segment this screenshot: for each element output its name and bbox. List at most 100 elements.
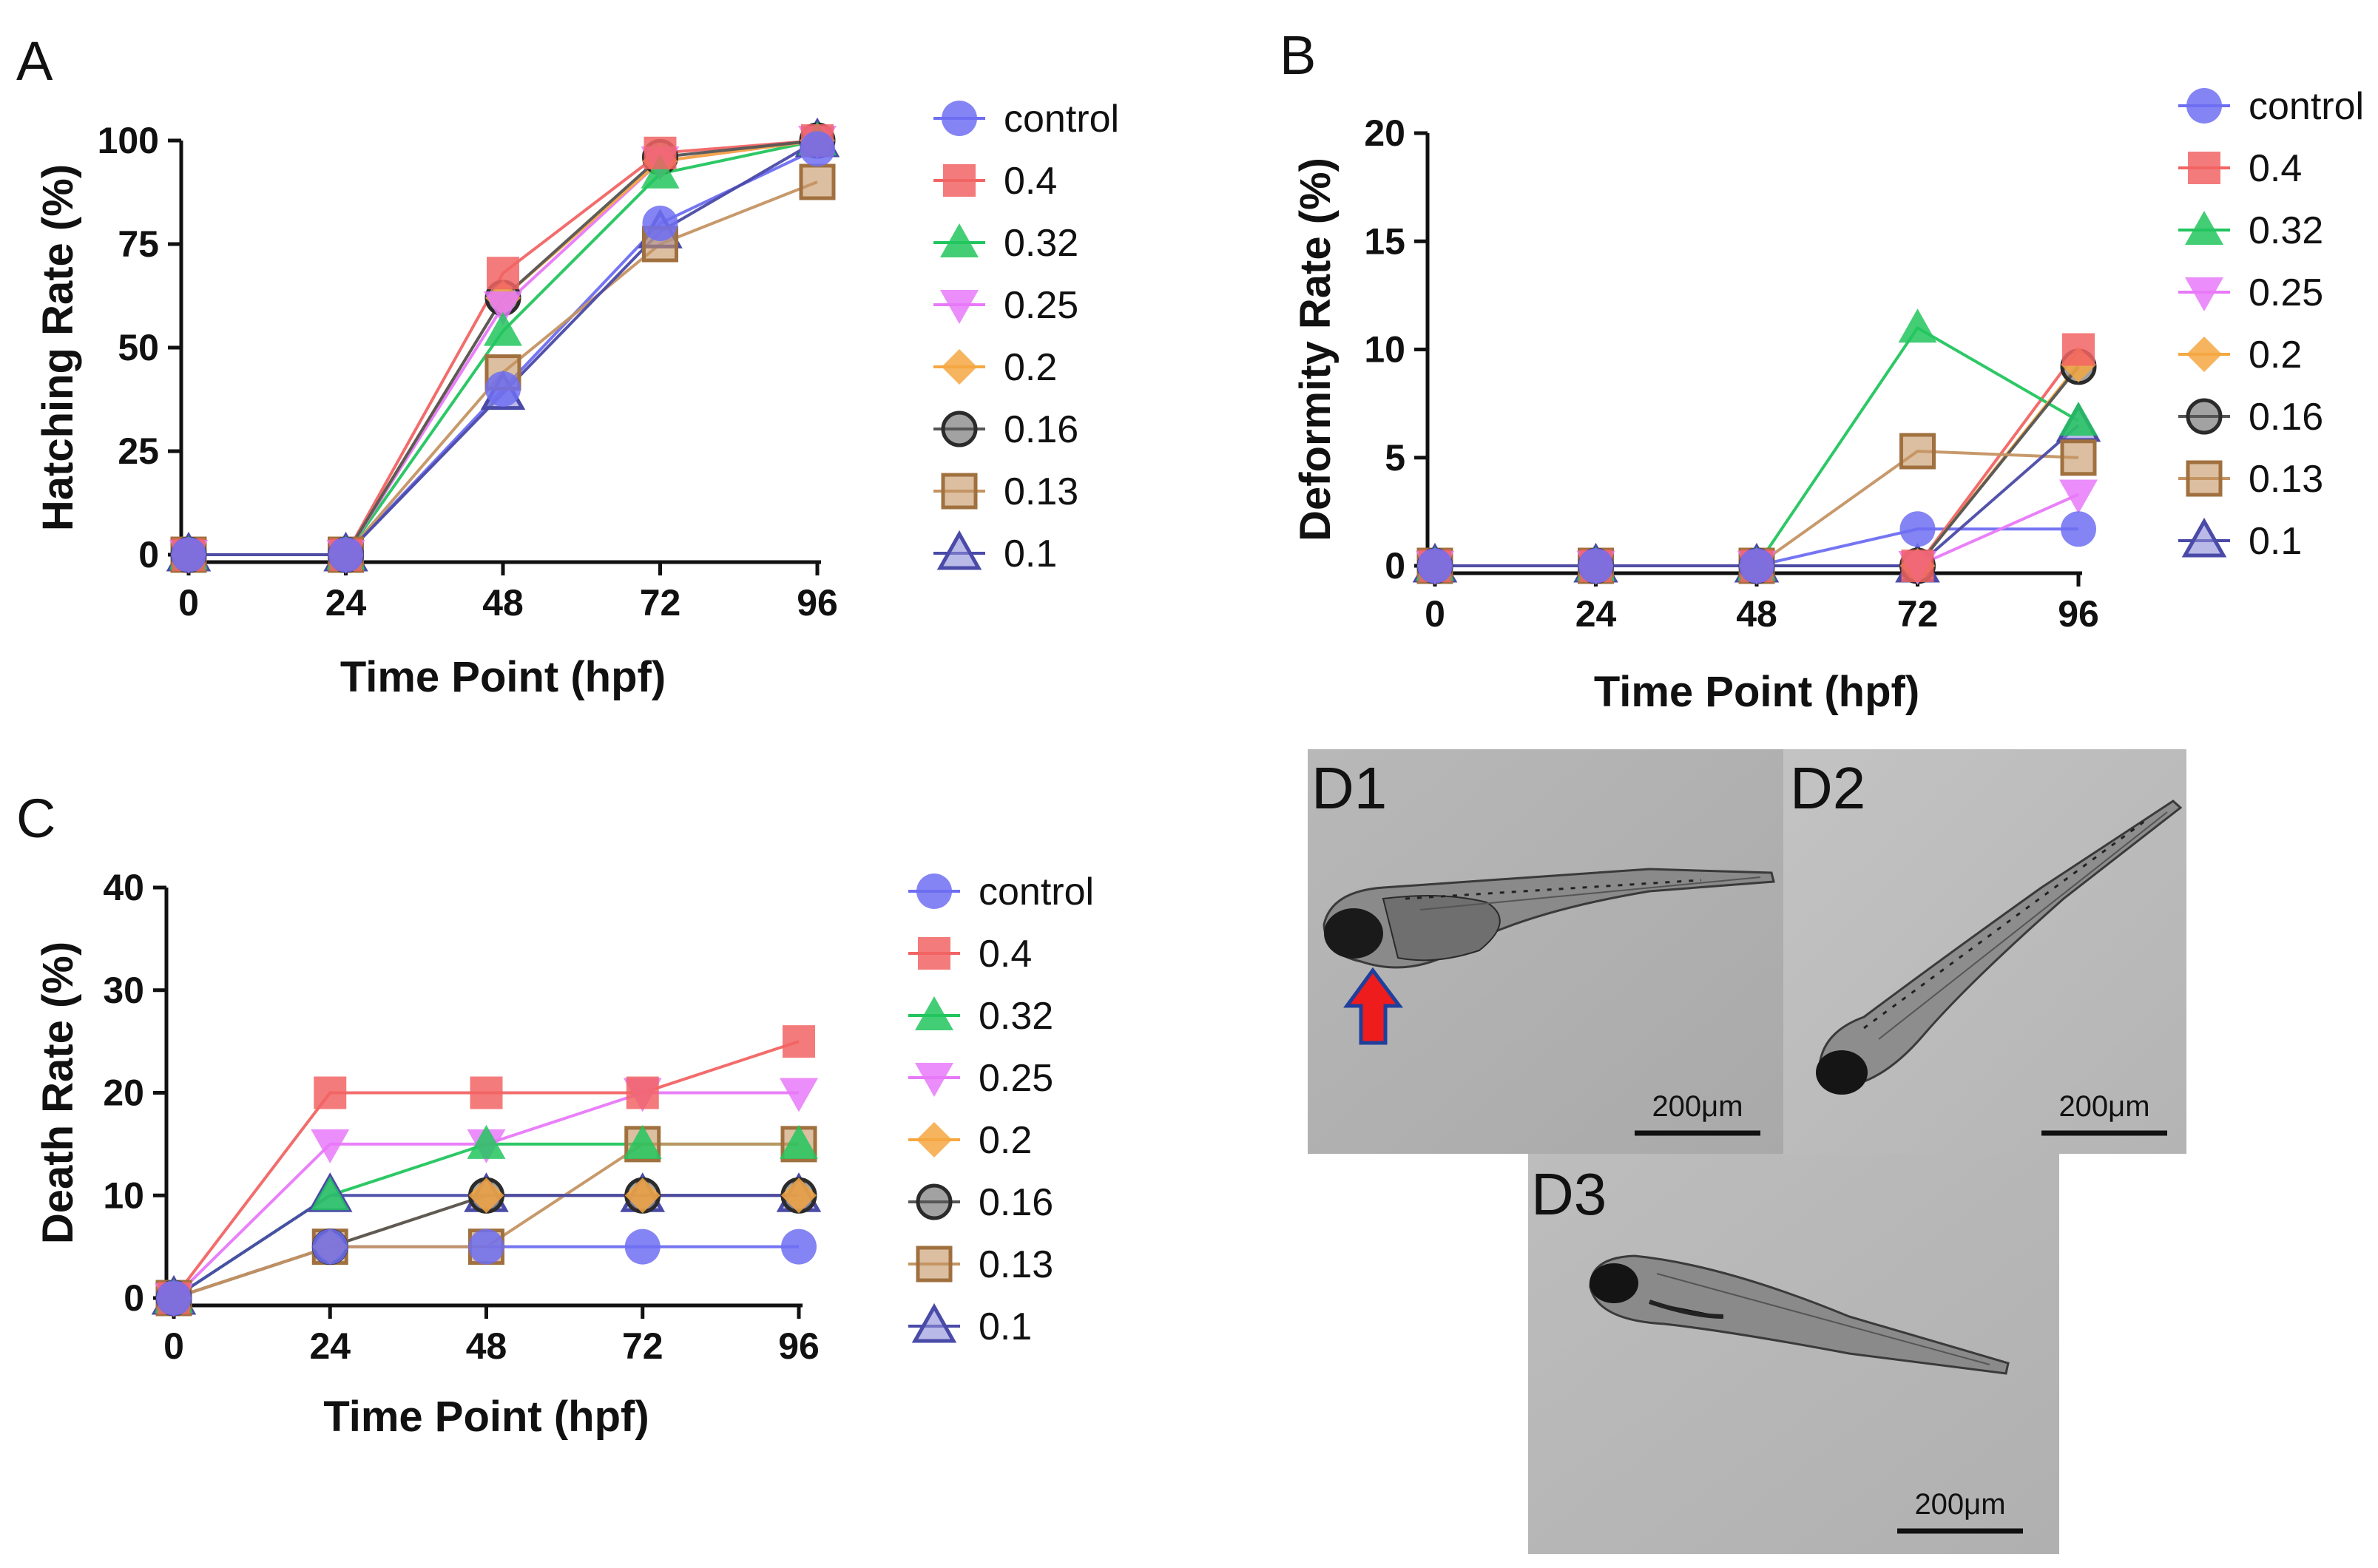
legend-label-c: 0.16 [979,1181,1053,1224]
legend-marker-b-0.16 [2186,398,2223,435]
x-tick-label-a: 24 [325,582,367,624]
y-axis-title-c: Death Rate (%) [34,942,82,1244]
series-line-a-0.1 [189,139,819,556]
legend-marker-c-0.25 [915,1063,953,1097]
micrograph-d3: D3 200μm [1528,1154,2059,1554]
legend-label-a: 0.13 [1004,470,1078,513]
micrograph-label-d1: D1 [1311,755,1387,821]
data-point-b-control [2061,511,2096,547]
legend-marker-c-0.2 [916,1122,952,1158]
legend-label-b: 0.25 [2249,271,2323,314]
x-tick-label-c: 24 [309,1325,351,1367]
series-line-b-0.4 [1435,348,2080,567]
series-line-c-0.13 [173,1142,799,1300]
legend-marker-b-0.32 [2185,211,2223,245]
legend-marker-b-0.25 [2185,277,2223,311]
legend-marker-a-0.25 [940,290,979,324]
legend-marker-c-0.32 [915,996,953,1030]
data-point-b-control [1578,548,1614,584]
data-point-c-control [312,1229,348,1265]
y-axis-title-a: Hatching Rate (%) [34,164,82,531]
legend-label-c: 0.1 [979,1305,1032,1348]
legend-marker-c-0.16 [916,1183,953,1220]
data-point-b-0.13 [1899,433,1936,470]
data-point-c-0.2 [781,1177,817,1214]
legend-marker-a-0.2 [942,349,977,385]
data-point-b-0.4 [2062,333,2095,366]
y-tick-label-c: 20 [103,1072,144,1114]
y-tick-label-c: 40 [103,867,144,908]
y-axis-title-b: Deformity Rate (%) [1291,158,1340,541]
data-point-c-0.4 [626,1076,659,1109]
data-point-c-0.4 [314,1076,347,1109]
data-point-c-control [156,1280,192,1316]
panel-label-b: B [1280,24,1316,86]
legend-label-c: 0.25 [979,1057,1053,1100]
y-tick-label-b: 5 [1385,437,1405,479]
zebrafish-larva-d3 [1589,1254,2010,1375]
legend-marker-a-0.1 [936,530,982,570]
y-tick-label-b: 20 [1364,112,1405,154]
legend-label-b: control [2249,85,2364,128]
y-tick-label-a: 75 [118,223,159,265]
legend-label-b: 0.1 [2249,520,2302,563]
data-point-c-control [624,1229,661,1265]
y-tick-label-c: 0 [124,1277,144,1319]
data-point-a-control [328,537,364,572]
legend-label-a: 0.32 [1004,222,1078,265]
legend-label-b: 0.4 [2249,147,2302,190]
data-point-a-control [171,537,206,572]
data-point-c-0.4 [470,1076,503,1109]
scale-label-d1: 200μm [1652,1090,1743,1123]
data-point-a-0.4 [644,136,677,169]
series-line-c-0.32 [172,1142,799,1300]
data-point-a-0.4 [487,257,519,290]
data-point-b-0.32 [1898,308,1937,343]
data-point-a-0.25 [484,291,522,325]
data-point-a-control [800,131,835,167]
y-tick-label-c: 30 [103,970,144,1011]
series-line-a-0.4 [189,139,818,556]
series-line-a-0.32 [189,139,818,556]
micrograph-d2: D2 200μm [1783,749,2186,1154]
data-point-a-0.32 [641,154,680,189]
x-axis-title-a: Time Point (hpf) [340,653,666,701]
x-tick-label-a: 96 [797,582,838,624]
data-point-c-0.4 [783,1025,815,1058]
y-tick-label-b: 10 [1364,329,1405,371]
legend-label-a: 0.1 [1004,533,1057,575]
y-tick-label-c: 10 [103,1175,144,1216]
data-point-b-control [1417,548,1453,584]
series-line-a-0.2 [189,139,818,556]
x-tick-label-c: 0 [163,1325,184,1367]
legend-label-b: 0.13 [2249,458,2323,501]
data-point-a-control [642,206,678,241]
zebrafish-larva-d2 [1816,800,2183,1095]
x-tick-label-b: 0 [1425,593,1445,635]
legend-marker-b-0.1 [2181,517,2227,558]
y-tick-label-a: 25 [118,430,159,472]
series-line-a-0.16 [189,139,818,556]
legend-label-c: 0.4 [979,933,1032,976]
x-tick-label-a: 48 [482,582,524,624]
legend-marker-b-0.4 [2188,152,2220,184]
legend-marker-a-0.4 [943,164,976,197]
series-line-b-0.2 [1435,363,2080,567]
data-point-b-0.32 [2059,402,2098,436]
legend-marker-c-control [916,873,952,909]
panel-label-c: C [16,788,55,849]
y-tick-label-b: 15 [1364,220,1405,262]
data-point-c-0.25 [311,1129,350,1163]
legend-label-b: 0.32 [2249,209,2323,252]
y-tick-label-a: 0 [138,534,159,575]
panel-label-a: A [16,30,53,92]
legend-label-b: 0.16 [2249,396,2323,439]
legend-label-a: 0.2 [1004,346,1057,389]
legend-label-a: 0.25 [1004,284,1078,327]
chart-deformity-rate: 0 5 10 15 20 0 24 48 72 96 Time Point (hpf) Deformi… [1291,85,2364,716]
legend-label-b: 0.2 [2249,334,2302,376]
data-point-b-0.25 [2059,479,2098,514]
x-tick-label-c: 72 [622,1325,663,1367]
data-point-a-0.13 [799,163,836,200]
data-point-c-0.32 [780,1124,818,1159]
